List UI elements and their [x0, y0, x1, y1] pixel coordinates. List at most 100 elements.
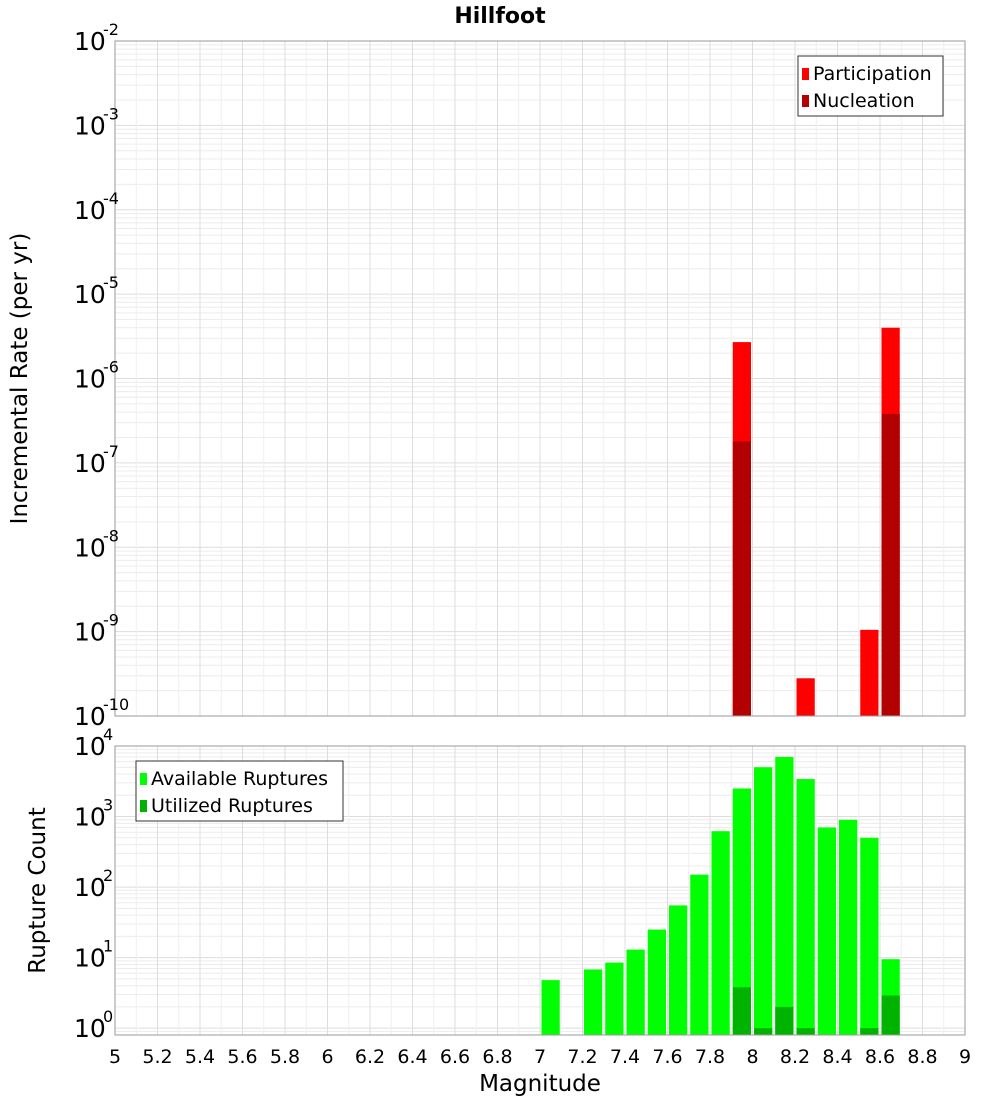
- count-legend-swatch: [140, 800, 147, 812]
- rate-y-tick-exponent: -7: [103, 442, 119, 461]
- count-legend-swatch: [140, 773, 147, 785]
- count-legend-label: Utilized Ruptures: [151, 795, 313, 817]
- count-bar: [732, 987, 751, 1035]
- count-y-tick-label: 10: [74, 803, 106, 832]
- count-bar: [796, 1028, 815, 1035]
- count-y-tick-label: 10: [74, 944, 106, 973]
- rate-legend-swatch: [802, 95, 809, 107]
- rate-y-tick-label: 10: [74, 702, 106, 731]
- count-bar: [647, 929, 666, 1035]
- x-tick-label: 5: [109, 1046, 121, 1068]
- chart-title: Hillfoot: [454, 4, 546, 29]
- rate-legend: Participation Nucleation: [797, 55, 944, 117]
- x-axis: 5 5.2 5.4 5.6 5.8 6 6.2 6.4 6.6 6.8 7 7.2 7.4 7.6 7.8 8…: [109, 1046, 971, 1068]
- rate-y-axis-label: Incremental Rate (per yr): [7, 233, 33, 525]
- x-tick-label: 5.2: [142, 1046, 172, 1068]
- x-tick-label: 6.4: [397, 1046, 427, 1068]
- x-tick-label: 5.8: [270, 1046, 300, 1068]
- rate-y-tick-label: 10: [74, 533, 106, 562]
- count-bar: [839, 819, 858, 1035]
- rate-bar: [796, 678, 815, 716]
- count-bar: [690, 874, 709, 1035]
- rate-y-tick-label: 10: [74, 27, 106, 56]
- count-y-tick-label: 10: [74, 873, 106, 902]
- x-tick-label: 5.4: [185, 1046, 215, 1068]
- rate-y-tick-exponent: -3: [103, 104, 119, 123]
- rate-legend-box: [797, 55, 944, 117]
- x-tick-label: 6.6: [440, 1046, 470, 1068]
- rate-y-tick-exponent: -10: [103, 695, 129, 714]
- count-series-1: [732, 987, 900, 1035]
- count-bar: [796, 779, 815, 1035]
- count-frame: [114, 745, 966, 1036]
- x-tick-label: 8.6: [865, 1046, 895, 1068]
- count-legend-label: Available Ruptures: [151, 768, 328, 790]
- count-bar: [860, 1028, 879, 1035]
- rate-y-tick-label: 10: [74, 111, 106, 140]
- x-tick-label: 6.2: [355, 1046, 385, 1068]
- count-y-tick-exponent: 3: [103, 796, 113, 815]
- count-bar: [754, 1028, 773, 1035]
- rate-bar: [860, 629, 879, 716]
- count-bar: [754, 767, 773, 1035]
- x-tick-label: 5.6: [227, 1046, 257, 1068]
- count-y-axis-label: Rupture Count: [25, 807, 51, 973]
- x-tick-label: 8.4: [822, 1046, 852, 1068]
- count-bar: [732, 788, 751, 1035]
- count-bar: [775, 756, 794, 1035]
- rate-legend-swatch: [802, 68, 809, 80]
- count-bar: [775, 1006, 794, 1035]
- count-bar: [817, 827, 836, 1035]
- count-y-tick-exponent: 4: [103, 725, 113, 744]
- count-y-tick-exponent: 2: [103, 866, 113, 885]
- count-bar: [711, 831, 730, 1035]
- x-tick-label: 8: [746, 1046, 758, 1068]
- count-bar: [584, 969, 603, 1035]
- rate-bar: [732, 441, 751, 716]
- x-tick-label: 6.8: [482, 1046, 512, 1068]
- rate-y-tick-label: 10: [74, 196, 106, 225]
- rate-legend-label: Nucleation: [813, 90, 915, 112]
- count-y-tick-exponent: 1: [103, 937, 113, 956]
- count-bar: [860, 837, 879, 1035]
- count-bar: [605, 962, 624, 1035]
- rate-y-tick-label: 10: [74, 618, 106, 647]
- x-tick-label: 8.2: [780, 1046, 810, 1068]
- x-tick-label: 7.2: [567, 1046, 597, 1068]
- rate-series-1: [732, 413, 900, 716]
- x-tick-label: 7.4: [610, 1046, 640, 1068]
- x-tick-label: 9: [959, 1046, 971, 1068]
- count-bar: [669, 905, 688, 1035]
- rate-y-tick-label: 10: [74, 449, 106, 478]
- x-tick-label: 7: [534, 1046, 546, 1068]
- count-legend-box: [135, 760, 344, 822]
- rate-bar: [881, 413, 900, 716]
- rate-y-tick-exponent: -9: [103, 611, 119, 630]
- rate-y-tick-exponent: -8: [103, 526, 119, 545]
- rate-y-tick-exponent: -4: [103, 189, 119, 208]
- count-bar: [881, 995, 900, 1035]
- rate-y-tick-label: 10: [74, 280, 106, 309]
- x-tick-label: 7.6: [652, 1046, 682, 1068]
- rate-y-tick-exponent: -6: [103, 358, 119, 377]
- rate-y-tick-exponent: -5: [103, 273, 119, 292]
- count-legend: Available Ruptures Utilized Ruptures: [135, 760, 344, 822]
- rate-y-tick-label: 10: [74, 365, 106, 394]
- count-bar: [626, 949, 645, 1035]
- rate-y-tick-exponent: -2: [103, 20, 119, 39]
- count-y-tick-exponent: 0: [103, 1007, 113, 1026]
- x-tick-label: 8.8: [907, 1046, 937, 1068]
- count-y-tick-label: 10: [74, 732, 106, 761]
- count-bar: [541, 980, 560, 1035]
- x-axis-label: Magnitude: [479, 1071, 601, 1097]
- rate-grid: [114, 40, 966, 717]
- rate-panel: 10-1010-910-810-710-610-510-410-310-2Inc…: [7, 20, 966, 731]
- x-tick-label: 7.8: [695, 1046, 725, 1068]
- x-tick-label: 6: [321, 1046, 333, 1068]
- rate-legend-label: Participation: [813, 63, 932, 85]
- rate-frame: [114, 40, 966, 717]
- count-y-tick-label: 10: [74, 1014, 106, 1043]
